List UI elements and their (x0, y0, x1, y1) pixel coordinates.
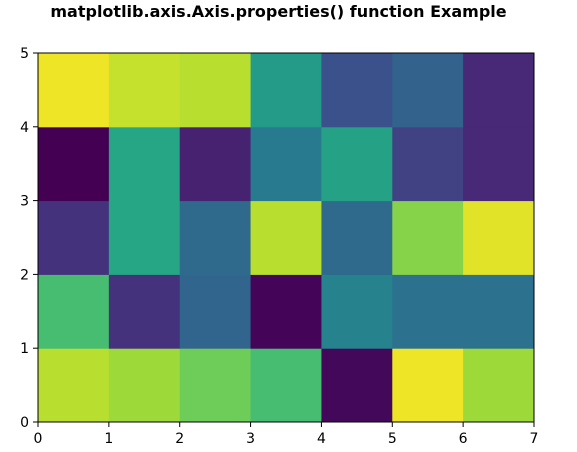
heatmap-cell (250, 348, 322, 423)
heatmap-cell (108, 126, 181, 202)
heatmap-cell (250, 53, 322, 128)
x-tick-label: 1 (104, 431, 113, 447)
y-tick-label: 1 (20, 341, 29, 357)
heatmap-cell (392, 348, 464, 423)
heatmap-cell (108, 274, 181, 349)
heatmap-cell (463, 348, 535, 423)
x-tick-label: 0 (34, 431, 43, 447)
heatmap-cell (321, 348, 393, 423)
heatmap-cell (179, 53, 252, 128)
heatmap-cell (108, 348, 181, 423)
heatmap-cell (179, 274, 252, 349)
y-tick-label: 3 (20, 194, 29, 210)
x-tick-label: 3 (246, 431, 255, 447)
heatmap-cell (463, 126, 535, 202)
heatmap-cell (179, 200, 252, 275)
heatmap-cell (321, 200, 393, 275)
heatmap-cell (321, 53, 393, 128)
heatmap-cell (38, 53, 110, 128)
x-tick-label: 6 (459, 431, 468, 447)
axes-frame (37, 52, 535, 423)
heatmap-cell (250, 274, 322, 349)
heatmap-cell (392, 53, 464, 128)
heatmap-cell (463, 274, 535, 349)
y-tick-label: 2 (20, 267, 29, 283)
heatmap-cell (38, 274, 110, 349)
heatmap-cells (38, 53, 535, 423)
heatmap-cell (392, 200, 464, 275)
heatmap-cell (463, 53, 535, 128)
x-tick-label: 4 (317, 431, 326, 447)
heatmap-cell (463, 200, 535, 275)
x-axis: 0 1 2 3 4 5 6 7 (34, 422, 539, 447)
heatmap-cell (38, 200, 110, 275)
x-tick-label: 7 (530, 431, 539, 447)
heatmap-cell (321, 126, 393, 202)
heatmap-cell (108, 53, 181, 128)
y-tick-label: 4 (20, 120, 29, 136)
heatmap-cell (321, 274, 393, 349)
heatmap-cell (392, 126, 464, 202)
y-tick-label: 0 (20, 415, 29, 431)
chart-title: matplotlib.axis.Axis.properties() functi… (50, 2, 507, 21)
heatmap-cell (179, 348, 252, 423)
heatmap-cell (250, 200, 322, 275)
heatmap-cell (392, 274, 464, 349)
heatmap-cell (179, 126, 252, 202)
heatmap-cell (38, 348, 110, 423)
y-axis: 0 1 2 3 4 5 (20, 46, 38, 431)
heatmap-cell (38, 126, 110, 202)
x-tick-label: 5 (388, 431, 397, 447)
heatmap-cell (250, 126, 322, 202)
heatmap-cell (108, 200, 181, 275)
x-tick-label: 2 (175, 431, 184, 447)
y-tick-label: 5 (20, 46, 29, 62)
